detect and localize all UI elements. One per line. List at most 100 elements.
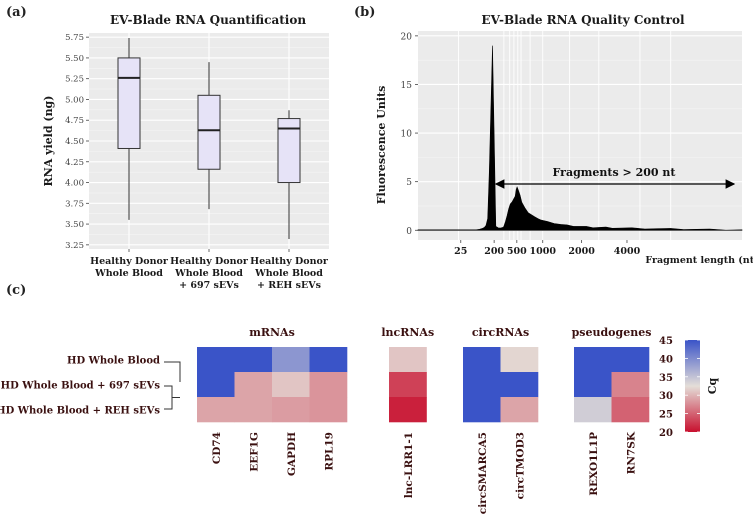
heatmap-gene-label: circSMARCA5 — [477, 432, 489, 514]
y-tick-label: 20 — [401, 32, 413, 42]
heatmap-group-title: lncRNAs — [381, 326, 434, 339]
colorbar-label: Cq — [706, 377, 719, 394]
heatmap-gene-label: REXO1L1P — [588, 432, 600, 496]
heatmap-cell — [389, 372, 427, 398]
colorbar-tick-label: 40 — [659, 354, 673, 365]
panel-a-boxplot: EV-Blade RNA Quantification RNA yield (n… — [42, 13, 329, 291]
heatmap-gene-label: lnc-LRR1-1 — [403, 432, 415, 498]
heatmap-cell — [611, 347, 650, 373]
heatmap-cell — [611, 397, 650, 423]
y-tick-label: 15 — [401, 81, 413, 91]
heatmap-cell — [272, 397, 310, 423]
heatmap-gene-label: RN7SK — [625, 431, 637, 474]
colorbar-gradient — [685, 340, 700, 432]
qc-y-axis-label: Fluorescence Units — [375, 86, 388, 205]
box-2 — [197, 62, 221, 210]
heatmap-cell — [500, 397, 539, 423]
boxplot-boxes — [117, 37, 301, 240]
box-1 — [117, 37, 141, 220]
x-category-label: + REH sEVs — [257, 280, 321, 291]
box-iqr — [197, 94, 221, 170]
heatmap-cell — [234, 347, 273, 373]
qc-electropherogram-trace — [417, 45, 743, 231]
qc-x-axis-label: Fragment length (nt) — [645, 255, 753, 266]
qc-ticks: 0 5 10 15 20 25 200 500 1000 2000 4000 — [401, 32, 641, 257]
x-category-label: + 697 sEVs — [179, 280, 239, 291]
heatmap-cell — [463, 372, 501, 398]
heatmap-group-title: mRNAs — [249, 326, 295, 339]
x-tick-label: 25 — [454, 246, 467, 257]
x-category-label: Whole Blood — [94, 268, 163, 279]
colorbar-tick-label: 45 — [659, 336, 673, 347]
heatmap-dendrogram — [164, 361, 181, 410]
heatmap-cell — [272, 347, 310, 373]
y-tick-label: 3.25 — [65, 241, 84, 251]
boxplot-y-axis-label: RNA yield (ng) — [42, 96, 55, 187]
colorbar-ticks: 20 25 30 35 40 45 — [659, 336, 700, 439]
y-tick-label: 4.50 — [65, 137, 84, 147]
x-tick-label: 200 — [484, 246, 504, 257]
heatmap-cell — [309, 347, 348, 373]
heatmap-cell — [463, 347, 501, 373]
qc-plot-area — [418, 31, 742, 240]
heatmap-cell — [574, 372, 612, 398]
y-tick-label: 4.25 — [65, 158, 84, 168]
y-tick-label: 4.75 — [65, 116, 84, 126]
x-tick-label: 2000 — [568, 246, 595, 257]
x-category-label: Whole Blood — [254, 268, 323, 279]
heatmap-groups: mRNAs CD74 EEF1G GAPDH RPL19 lncRNAs lnc-LRR1-… — [197, 326, 651, 514]
y-tick-label: 3.50 — [65, 220, 84, 230]
heatmap-cell — [309, 372, 348, 398]
heatmap-group-title: pseudogenes — [572, 326, 652, 339]
y-tick-label: 5.00 — [65, 95, 84, 105]
heatmap-cell — [463, 397, 501, 423]
heatmap-group-lncrnas: lncRNAs lnc-LRR1-1 — [381, 326, 434, 498]
heatmap-gene-label: circTMOD3 — [514, 432, 526, 499]
heatmap-cell — [309, 397, 348, 423]
heatmap-cell — [389, 347, 427, 373]
qc-title: EV-Blade RNA Quality Control — [481, 13, 685, 27]
heatmap-row-label: HD Whole Blood + REH sEVs — [0, 406, 160, 417]
y-tick-label: 5.50 — [65, 54, 84, 64]
heatmap-cell — [272, 372, 310, 398]
y-tick-label: 0 — [406, 227, 412, 237]
heatmap-gene-label: RPL19 — [323, 432, 335, 471]
colorbar-tick-label: 30 — [659, 391, 673, 402]
heatmap-row-label: HD Whole Blood — [67, 356, 160, 367]
y-tick-label: 10 — [401, 130, 413, 140]
x-category-label: Healthy Donor — [90, 256, 169, 267]
heatmap-row-labels: HD Whole Blood HD Whole Blood + 697 sEVs H… — [0, 356, 160, 417]
heatmap-row-label: HD Whole Blood + 697 sEVs — [1, 381, 161, 392]
qc-fragments-label: Fragments > 200 nt — [553, 166, 677, 179]
heatmap-group-title: circRNAs — [472, 326, 529, 339]
heatmap-cell — [611, 372, 650, 398]
panel-label-a: (a) — [6, 5, 27, 20]
y-tick-label: 5.25 — [65, 75, 84, 85]
heatmap-group-circrnas: circRNAs circSMARCA5 circTMOD3 — [463, 326, 539, 514]
x-category-label: Healthy Donor — [170, 256, 249, 267]
y-tick-label: 5 — [406, 178, 412, 188]
x-category-label: Whole Blood — [174, 268, 243, 279]
y-tick-label: 4.00 — [65, 179, 84, 189]
colorbar-tick-label: 20 — [659, 428, 673, 439]
boxplot-y-ticks: 3.25 3.50 3.75 4.00 4.25 4.50 4.75 5.00 5.25 5.50… — [65, 33, 89, 251]
box-3 — [277, 110, 301, 240]
heatmap-cell — [234, 372, 273, 398]
x-tick-label: 1000 — [530, 246, 557, 257]
x-tick-label: 4000 — [614, 246, 641, 257]
heatmap-cell — [389, 397, 427, 423]
boxplot-title: EV-Blade RNA Quantification — [110, 13, 306, 27]
heatmap-gene-label: GAPDH — [286, 432, 298, 476]
heatmap-cell — [234, 397, 273, 423]
heatmap-cell — [197, 347, 235, 373]
heatmap-group-mrnas: mRNAs CD74 EEF1G GAPDH RPL19 — [197, 326, 348, 476]
x-category-label: Healthy Donor — [250, 256, 329, 267]
heatmap-cell — [500, 347, 539, 373]
heatmap-colorbar: Cq 20 25 30 35 40 45 — [659, 336, 719, 439]
heatmap-gene-label: CD74 — [211, 432, 223, 464]
colorbar-tick-label: 25 — [659, 410, 673, 421]
heatmap-cell — [574, 397, 612, 423]
heatmap-group-pseudogenes: pseudogenes REXO1L1P RN7SK — [572, 326, 652, 496]
